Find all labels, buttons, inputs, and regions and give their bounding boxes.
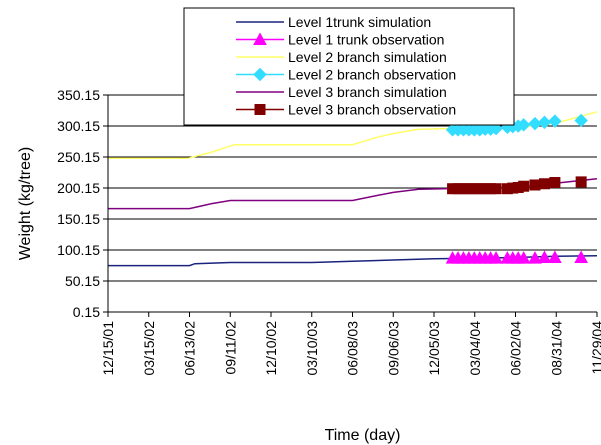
- series-layer: [108, 111, 598, 267]
- data-point: [548, 114, 562, 128]
- legend-label: Level 3 branch simulation: [288, 84, 447, 100]
- data-point: [537, 250, 552, 264]
- x-tick-label: 09/06/03: [385, 321, 401, 376]
- legend-box: [183, 7, 515, 126]
- series-5: [447, 176, 587, 195]
- series-3: [445, 113, 588, 137]
- x-tick-label: 12/10/02: [263, 321, 279, 376]
- data-point: [489, 251, 503, 264]
- data-point: [529, 179, 541, 191]
- legend-label: Level 2 branch observation: [288, 67, 456, 83]
- data-point: [489, 121, 503, 136]
- data-point: [528, 251, 542, 264]
- x-axis-title: Time (day): [325, 427, 401, 444]
- y-axis-title: Weight (kg/tree): [17, 147, 34, 261]
- series-1: [445, 250, 588, 264]
- legend-swatch-marker: [253, 32, 267, 45]
- legend-label: Level 3 branch observation: [288, 102, 456, 118]
- x-tick-label: 03/15/02: [141, 321, 157, 376]
- legend-label: Level 1 trunk observation: [288, 32, 444, 48]
- y-tick-label: 350.15: [57, 87, 100, 103]
- y-tick-label: 0.15: [73, 304, 100, 320]
- data-point: [518, 180, 530, 192]
- x-tick-label: 06/13/02: [182, 321, 198, 376]
- data-point: [575, 176, 587, 188]
- data-point: [549, 177, 561, 189]
- x-tick-label: 06/02/04: [508, 321, 524, 376]
- legend-label: Level 2 branch simulation: [288, 49, 447, 65]
- y-tick-label: 250.15: [57, 149, 100, 165]
- y-tick-label: 50.15: [65, 273, 100, 289]
- x-tick-label: 11/29/04: [589, 321, 601, 375]
- x-tick-label: 03/10/03: [304, 321, 320, 376]
- data-point: [548, 250, 562, 264]
- legend-label: Level 1trunk simulation: [288, 14, 431, 30]
- legend-swatch-marker: [253, 67, 267, 82]
- x-tick-label: 09/11/02: [222, 321, 238, 375]
- data-point: [537, 115, 552, 130]
- data-point: [516, 251, 531, 264]
- y-tick-label: 100.15: [57, 242, 100, 258]
- data-point: [538, 178, 550, 190]
- y-tick-label: 300.15: [57, 118, 100, 134]
- gridlines: [108, 94, 597, 313]
- data-point: [490, 183, 502, 195]
- legend: Level 1trunk simulation Level 1 trunk obs…: [183, 7, 515, 126]
- data-point: [516, 118, 531, 132]
- y-tick-label: 150.15: [57, 211, 100, 227]
- legend-swatch-marker: [254, 104, 266, 115]
- data-point: [574, 250, 588, 264]
- y-tick-label: 200.15: [57, 180, 100, 196]
- x-tick-label: 08/31/04: [548, 321, 564, 376]
- x-tick-label: 12/15/01: [100, 321, 116, 376]
- axes: 350.15 300.15 250.15 200.15 150.15 100.15 50.1…: [57, 87, 601, 376]
- x-tick-label: 06/08/03: [345, 321, 361, 376]
- x-tick-label: 03/04/04: [467, 321, 483, 376]
- data-point: [574, 113, 588, 128]
- x-tick-label: 12/05/03: [426, 321, 442, 376]
